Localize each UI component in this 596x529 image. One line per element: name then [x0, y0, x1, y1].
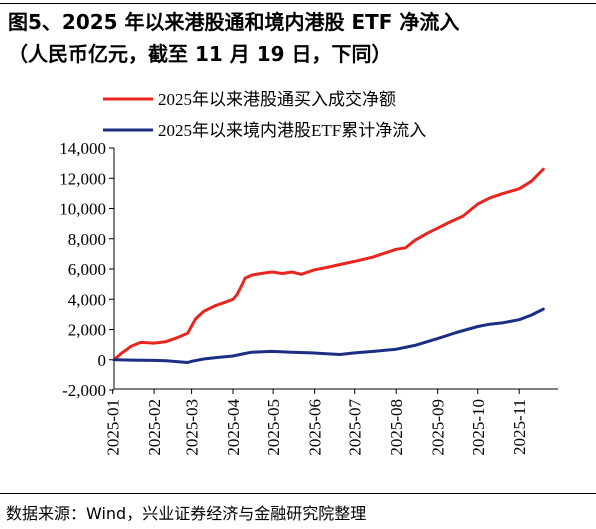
y-tick-label: 10,000: [59, 200, 106, 219]
x-tick-label: 2025-06: [306, 399, 325, 456]
x-tick-label: 2025-02: [145, 399, 164, 456]
x-tick-label: 2025-05: [264, 399, 283, 456]
chart-title-line-1: 图5、2025 年以来港股通和境内港股 ETF 净流入: [8, 10, 460, 34]
series-line-0: [112, 167, 545, 362]
y-tick-label: 8,000: [68, 230, 106, 249]
x-tick-label: 2025-01: [104, 399, 123, 456]
top-rule: [0, 3, 596, 4]
y-tick-label: 14,000: [59, 139, 106, 158]
x-tick-label: 2025-04: [224, 399, 243, 456]
source-note: 数据来源：Wind，兴业证券经济与金融研究院整理: [6, 504, 367, 523]
y-tick-label: 0: [98, 351, 107, 370]
legend-label-0: 2025年以来港股通买入成交净额: [158, 90, 396, 109]
y-tick-label: 12,000: [59, 169, 106, 188]
legend-label-1: 2025年以来境内港股ETF累计净流入: [158, 121, 426, 140]
x-tick-label: 2025-10: [469, 399, 488, 456]
bottom-rule: [0, 493, 596, 494]
series-line-1: [112, 307, 545, 364]
y-tick-label: 4,000: [68, 290, 106, 309]
y-tick-label: 2,000: [68, 321, 106, 340]
x-tick-label: 2025-11: [510, 399, 529, 455]
chart-title-line-2: （人民币亿元，截至 11 月 19 日，下同）: [8, 42, 392, 66]
y-tick-label: 6,000: [68, 260, 106, 279]
x-tick-label: 2025-07: [346, 399, 365, 456]
x-tick-label: 2025-03: [183, 399, 202, 456]
x-tick-label: 2025-08: [387, 399, 406, 456]
line-chart: -2,000 0 2,000 4,000 6,000 8,000 10,000 12,000 1…: [59, 90, 558, 456]
x-tick-label: 2025-09: [429, 399, 448, 456]
y-tick-label: -2,000: [62, 381, 106, 400]
